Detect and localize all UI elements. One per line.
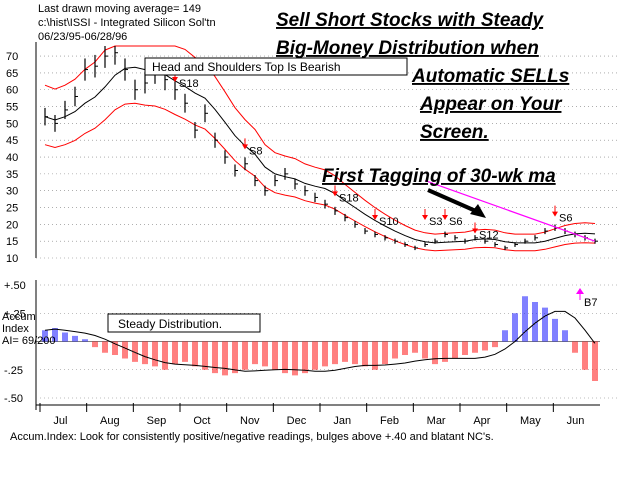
ticker-path: c:\hist\ISSI - Integrated Silicon Sol'tn <box>38 17 216 29</box>
signal-label: S18 <box>179 78 199 90</box>
head-shoulders-box <box>144 57 408 76</box>
month-label: Sep <box>147 415 167 427</box>
b7-label: B7 <box>584 297 597 309</box>
accum-bars <box>42 296 598 382</box>
month-label: Jul <box>53 415 67 427</box>
month-label: Dec <box>287 415 307 427</box>
accum-grid <box>36 284 620 399</box>
price-tick-label: 20 <box>6 219 18 231</box>
price-tick-label: 35 <box>6 169 18 181</box>
accum-panel: +.50 +.25 -.25 -.50 <box>4 280 620 410</box>
price-grid <box>36 55 620 259</box>
headline: Sell Short Stocks with Steady Big-Money … <box>276 10 569 143</box>
month-label: Jun <box>567 415 585 427</box>
signal-label: S3 <box>429 216 442 228</box>
month-label: Aug <box>100 415 120 427</box>
headline-line-1: Sell Short Stocks with Steady <box>276 10 545 31</box>
price-tick-label: 60 <box>6 85 18 97</box>
accum-tick-label: -.25 <box>4 365 23 377</box>
first-tagging-note: First Tagging of 30-wk ma <box>322 166 556 187</box>
month-label: Mar <box>427 415 446 427</box>
signal-label: S12 <box>479 229 499 241</box>
signal-label: S8 <box>249 145 262 157</box>
price-tick-label: 40 <box>6 152 18 164</box>
price-y-ticks: 70 65 60 55 50 45 40 35 30 25 20 15 10 <box>6 51 18 265</box>
signal-arrowhead <box>242 144 248 150</box>
signal-arrowhead <box>422 214 428 220</box>
accum-tick-label: +.50 <box>4 280 26 292</box>
trend-line-magenta <box>424 180 596 242</box>
signal-arrowhead <box>472 228 478 234</box>
date-range: 06/23/95-06/28/96 <box>38 31 127 43</box>
signal-label: S6 <box>449 216 462 228</box>
accum-tick-label: +.25 <box>4 308 26 320</box>
month-label: Feb <box>380 415 399 427</box>
price-tick-label: 50 <box>6 118 18 130</box>
signal-label: S18 <box>339 192 359 204</box>
upper-band <box>44 45 596 235</box>
footer-note: Accum.Index: Look for consistently posit… <box>10 431 494 443</box>
signal-label: S10 <box>379 216 399 228</box>
price-tick-label: 65 <box>6 68 18 80</box>
signal-arrowhead <box>372 214 378 220</box>
b7-arrowhead <box>576 288 584 294</box>
headline-line-5: Screen. <box>420 122 489 143</box>
headline-line-3: Automatic SELLs <box>411 66 569 87</box>
moving-average-line <box>44 66 596 244</box>
price-tick-label: 10 <box>6 253 18 265</box>
signal-arrowhead <box>172 77 178 83</box>
accum-y-ticks: +.50 +.25 -.25 -.50 <box>4 280 26 405</box>
month-label: Nov <box>240 415 260 427</box>
accum-tick-label: -.50 <box>4 393 23 405</box>
first-tagging-arrowhead <box>470 204 486 218</box>
ai-value: AI= 69/200 <box>2 335 56 347</box>
price-panel: 70 65 60 55 50 45 40 35 30 25 20 15 10 S18 S8 S18 S10 S3… <box>6 42 620 265</box>
accum-moving-average <box>44 310 596 372</box>
month-label: Jan <box>333 415 351 427</box>
month-label: May <box>520 415 541 427</box>
price-tick-label: 55 <box>6 102 18 114</box>
head-shoulders-label: Head and Shoulders Top Is Bearish <box>152 60 341 74</box>
signal-arrowhead <box>442 214 448 220</box>
sell-signals: S18 S8 S18 S10 S3 S6 S12 S6 <box>172 71 572 241</box>
price-tick-label: 70 <box>6 51 18 63</box>
price-tick-label: 30 <box>6 186 18 198</box>
headline-line-4: Appear on Your <box>419 94 563 115</box>
signal-arrowhead <box>552 211 558 217</box>
lower-band <box>44 102 596 252</box>
signal-arrowhead <box>332 191 338 197</box>
headline-line-2: Big-Money Distribution when <box>276 38 539 59</box>
signal-label: S6 <box>559 213 572 225</box>
price-tick-label: 15 <box>6 236 18 248</box>
accum-label: Accum <box>2 311 36 323</box>
month-label: Apr <box>473 415 490 427</box>
moving-average-note: Last drawn moving average= 149 <box>38 3 201 15</box>
price-tick-label: 25 <box>6 203 18 215</box>
steady-distribution-box <box>107 313 261 333</box>
index-label: Index <box>2 323 29 335</box>
month-axis: Jul Aug Sep Oct Nov Dec Jan Feb Mar Apr May Jun <box>36 403 600 427</box>
price-tick-label: 45 <box>6 135 18 147</box>
steady-distribution-label: Steady Distribution. <box>118 317 222 331</box>
first-tagging-arrow-shaft <box>427 188 479 214</box>
month-label: Oct <box>193 415 210 427</box>
